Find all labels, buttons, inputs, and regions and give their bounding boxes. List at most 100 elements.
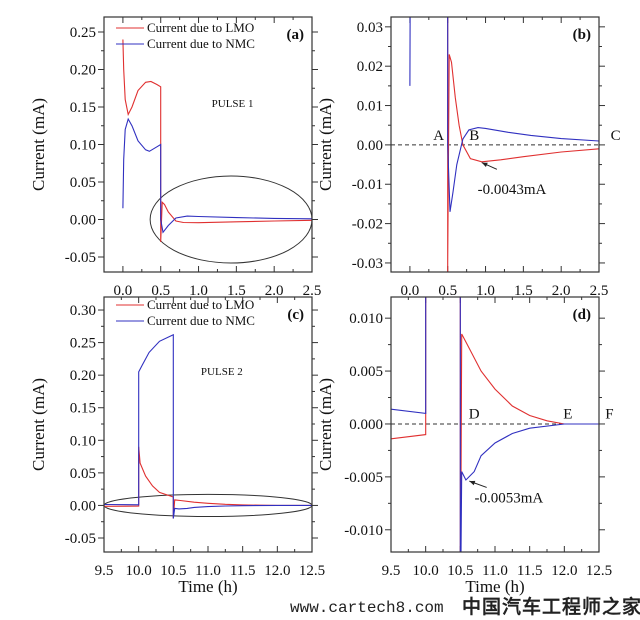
y-axis-label: Current (mA) bbox=[316, 98, 335, 191]
x-tick-label: 9.5 bbox=[95, 563, 114, 579]
x-tick-label: 11.5 bbox=[230, 563, 256, 579]
x-tick-label: 10.5 bbox=[447, 563, 473, 579]
highlight-ellipse bbox=[104, 493, 312, 517]
y-tick-label: 0.25 bbox=[70, 336, 96, 352]
x-tick-label: 2.5 bbox=[590, 283, 609, 299]
y-tick-label: 0.25 bbox=[70, 25, 96, 41]
legend-label: Current due to NMC bbox=[147, 313, 255, 328]
x-tick-label: 1.5 bbox=[227, 283, 246, 299]
plot-frame bbox=[103, 16, 313, 273]
x-tick-label: 0.5 bbox=[438, 283, 457, 299]
series-line-lmo bbox=[104, 446, 312, 519]
plot-area bbox=[122, 39, 312, 264]
annotation-text: A bbox=[433, 128, 444, 144]
annotation-text: PULSE 1 bbox=[212, 98, 254, 110]
y-tick-label: 0.20 bbox=[70, 63, 96, 79]
y-tick-label: -0.010 bbox=[344, 523, 383, 539]
y-tick-label: 0.15 bbox=[70, 100, 96, 116]
plot-area bbox=[391, 17, 599, 272]
y-tick-label: 0.00 bbox=[70, 498, 96, 514]
annotation-text: C bbox=[611, 128, 621, 144]
y-tick-label: 0.30 bbox=[70, 303, 96, 319]
series-line-nmc bbox=[409, 17, 599, 212]
x-tick-label: 9.5 bbox=[382, 563, 401, 579]
annotation-text: D bbox=[469, 407, 480, 423]
arrowhead-icon bbox=[481, 162, 488, 167]
plot-frame bbox=[390, 296, 600, 553]
y-tick-label: 0.03 bbox=[357, 20, 383, 36]
x-tick-label: 12.0 bbox=[264, 563, 290, 579]
y-tick-label: 0.010 bbox=[349, 311, 383, 327]
x-tick-label: 1.5 bbox=[514, 283, 533, 299]
x-tick-label: 1.0 bbox=[476, 283, 495, 299]
panel-b: 0.0 0.5 1.0 1.5 2.0 2.5 -0.03 -0.02 -0.01 0.00 0.0… bbox=[316, 16, 621, 299]
panel-label: (d) bbox=[573, 307, 591, 323]
panel-d: 9.5 10.0 10.5 11.0 11.5 12.0 12.5 -0.010 -0.005 0… bbox=[316, 296, 614, 596]
x-tick-label: 2.0 bbox=[552, 283, 571, 299]
y-axis-label: Current (mA) bbox=[29, 98, 48, 191]
x-tick-label: 11.0 bbox=[195, 563, 221, 579]
y-tick-label: -0.05 bbox=[65, 531, 96, 547]
series-line-lmo bbox=[391, 297, 599, 552]
y-tick-label: 0.005 bbox=[349, 364, 383, 380]
annotation-text: -0.0043mA bbox=[478, 182, 547, 198]
y-tick-label: -0.03 bbox=[352, 256, 383, 272]
annotation-text: B bbox=[469, 128, 479, 144]
x-tick-label: 2.0 bbox=[265, 283, 284, 299]
arrowhead-icon bbox=[469, 480, 476, 486]
y-tick-label: -0.05 bbox=[65, 250, 96, 266]
plot-frame bbox=[390, 16, 600, 273]
x-axis-label: Time (h) bbox=[178, 577, 237, 596]
highlight-ellipse bbox=[149, 175, 312, 264]
x-tick-label: 12.5 bbox=[586, 563, 612, 579]
y-tick-label: 0.02 bbox=[357, 59, 383, 75]
y-axis-label: Current (mA) bbox=[316, 378, 335, 471]
y-tick-label: 0.20 bbox=[70, 368, 96, 384]
x-tick-label: 0.0 bbox=[114, 283, 133, 299]
x-tick-label: 0.0 bbox=[401, 283, 420, 299]
y-tick-label: 0.15 bbox=[70, 401, 96, 417]
y-tick-label: 0.05 bbox=[70, 466, 96, 482]
panel-c: 9.5 10.0 10.5 11.0 11.5 12.0 12.5 -0.05 0.00 0.05… bbox=[29, 296, 325, 596]
panel-label: (a) bbox=[287, 27, 305, 43]
x-tick-label: 1.0 bbox=[189, 283, 208, 299]
panel-label: (c) bbox=[287, 307, 304, 323]
watermark-url: www.cartech8.com bbox=[290, 599, 444, 617]
x-tick-label: 10.5 bbox=[160, 563, 186, 579]
annotation-text: -0.0053mA bbox=[474, 490, 543, 506]
y-tick-label: 0.10 bbox=[70, 138, 96, 154]
y-tick-label: -0.005 bbox=[344, 470, 383, 486]
plot-frame bbox=[103, 296, 313, 553]
legend-label: Current due to LMO bbox=[147, 20, 254, 35]
watermark-logo-text: 中国汽车工程师之家 bbox=[462, 596, 640, 618]
y-tick-label: 0.01 bbox=[357, 99, 383, 115]
x-tick-label: 10.0 bbox=[413, 563, 439, 579]
y-tick-label: 0.10 bbox=[70, 433, 96, 449]
annotation-text: PULSE 2 bbox=[201, 366, 243, 378]
y-axis-label: Current (mA) bbox=[29, 378, 48, 471]
plot-area bbox=[391, 297, 599, 552]
annotation-text: F bbox=[605, 407, 613, 423]
x-tick-label: 2.5 bbox=[303, 283, 322, 299]
y-tick-label: -0.02 bbox=[352, 217, 383, 233]
legend-label: Current due to NMC bbox=[147, 36, 255, 51]
x-tick-label: 10.0 bbox=[126, 563, 152, 579]
series-line-nmc bbox=[104, 333, 312, 519]
series-line-lmo bbox=[447, 17, 599, 272]
panel-label: (b) bbox=[573, 27, 591, 43]
x-tick-label: 12.5 bbox=[299, 563, 325, 579]
y-tick-label: 0.05 bbox=[70, 175, 96, 191]
y-tick-label: 0.000 bbox=[349, 417, 383, 433]
x-tick-label: 11.0 bbox=[482, 563, 508, 579]
legend-label: Current due to LMO bbox=[147, 297, 254, 312]
y-tick-label: -0.01 bbox=[352, 177, 383, 193]
x-tick-label: 11.5 bbox=[517, 563, 543, 579]
x-tick-label: 0.5 bbox=[151, 283, 170, 299]
series-line-nmc bbox=[391, 297, 599, 552]
y-tick-label: 0.00 bbox=[70, 213, 96, 229]
x-tick-label: 12.0 bbox=[551, 563, 577, 579]
panel-a: 0.0 0.5 1.0 1.5 2.0 2.5 -0.05 0.00 0.05 0.10 0.15 0… bbox=[29, 16, 322, 299]
plot-area bbox=[104, 333, 312, 519]
annotation-text: E bbox=[563, 407, 572, 423]
